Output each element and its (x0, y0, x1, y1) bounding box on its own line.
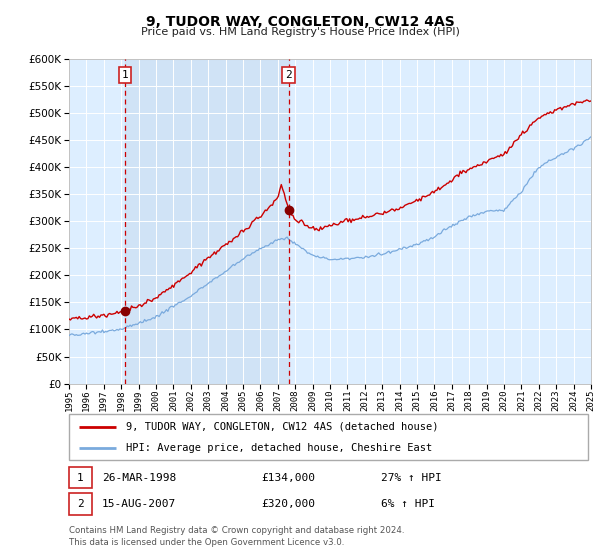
Text: 15-AUG-2007: 15-AUG-2007 (102, 499, 176, 509)
Text: 26-MAR-1998: 26-MAR-1998 (102, 473, 176, 483)
Text: 6% ↑ HPI: 6% ↑ HPI (381, 499, 435, 509)
Text: HPI: Average price, detached house, Cheshire East: HPI: Average price, detached house, Ches… (126, 443, 433, 453)
Text: 9, TUDOR WAY, CONGLETON, CW12 4AS (detached house): 9, TUDOR WAY, CONGLETON, CW12 4AS (detac… (126, 422, 439, 432)
Text: £134,000: £134,000 (261, 473, 315, 483)
Text: Contains HM Land Registry data © Crown copyright and database right 2024.: Contains HM Land Registry data © Crown c… (69, 526, 404, 535)
Text: 2: 2 (77, 499, 84, 509)
Bar (125, 59, 289, 384)
Text: This data is licensed under the Open Government Licence v3.0.: This data is licensed under the Open Gov… (69, 538, 344, 547)
Text: 1: 1 (77, 473, 84, 483)
Text: 1: 1 (121, 70, 128, 80)
Text: 2: 2 (285, 70, 292, 80)
Text: 9, TUDOR WAY, CONGLETON, CW12 4AS: 9, TUDOR WAY, CONGLETON, CW12 4AS (146, 15, 454, 29)
Text: Price paid vs. HM Land Registry's House Price Index (HPI): Price paid vs. HM Land Registry's House … (140, 27, 460, 37)
Text: 27% ↑ HPI: 27% ↑ HPI (381, 473, 442, 483)
Text: £320,000: £320,000 (261, 499, 315, 509)
